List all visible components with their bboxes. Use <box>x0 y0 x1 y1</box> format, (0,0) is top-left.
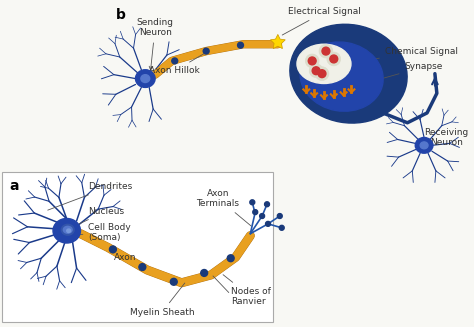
Circle shape <box>309 64 323 77</box>
Text: Synapse: Synapse <box>378 62 443 80</box>
Circle shape <box>308 57 316 65</box>
Circle shape <box>203 48 209 54</box>
Text: b: b <box>116 8 126 22</box>
Circle shape <box>201 269 208 276</box>
Ellipse shape <box>64 226 72 233</box>
Circle shape <box>260 214 264 218</box>
Circle shape <box>277 214 282 218</box>
Circle shape <box>265 221 271 226</box>
Text: Nodes of
Ranvier: Nodes of Ranvier <box>223 275 271 306</box>
Circle shape <box>319 44 333 58</box>
Ellipse shape <box>53 218 81 243</box>
Circle shape <box>139 264 146 270</box>
Circle shape <box>237 42 244 48</box>
Circle shape <box>312 67 320 75</box>
Ellipse shape <box>297 44 351 83</box>
Circle shape <box>172 58 178 64</box>
Polygon shape <box>270 34 285 49</box>
Text: Dendrites: Dendrites <box>48 182 133 210</box>
Circle shape <box>109 246 116 253</box>
Circle shape <box>250 200 255 205</box>
Circle shape <box>315 67 329 80</box>
Text: Axon Hillok: Axon Hillok <box>149 52 208 75</box>
Ellipse shape <box>300 42 383 111</box>
Circle shape <box>227 255 234 262</box>
Text: Nucleus: Nucleus <box>71 207 125 228</box>
Circle shape <box>264 202 270 207</box>
Circle shape <box>170 278 177 285</box>
Text: Axon
Terminals: Axon Terminals <box>196 189 251 226</box>
Text: Cell Body
(Soma): Cell Body (Soma) <box>79 223 131 242</box>
Ellipse shape <box>290 24 407 123</box>
Ellipse shape <box>420 142 428 149</box>
Circle shape <box>327 52 341 66</box>
Text: Electrical Signal: Electrical Signal <box>282 7 361 35</box>
Ellipse shape <box>67 229 71 232</box>
Polygon shape <box>2 172 273 322</box>
Circle shape <box>330 55 337 63</box>
Circle shape <box>305 54 319 68</box>
Circle shape <box>322 47 330 55</box>
Text: Axon: Axon <box>114 253 137 262</box>
Circle shape <box>279 225 284 230</box>
Circle shape <box>318 70 326 77</box>
Text: Chemical Signal: Chemical Signal <box>337 46 458 65</box>
Ellipse shape <box>136 70 155 87</box>
Text: a: a <box>10 179 19 193</box>
Text: Sending
Neuron: Sending Neuron <box>137 18 173 70</box>
Ellipse shape <box>61 224 74 235</box>
Ellipse shape <box>141 75 150 82</box>
Ellipse shape <box>415 137 433 153</box>
Text: Myelin Sheath: Myelin Sheath <box>130 283 194 317</box>
Circle shape <box>253 210 258 215</box>
Text: Receiving
Neuron: Receiving Neuron <box>425 128 469 147</box>
